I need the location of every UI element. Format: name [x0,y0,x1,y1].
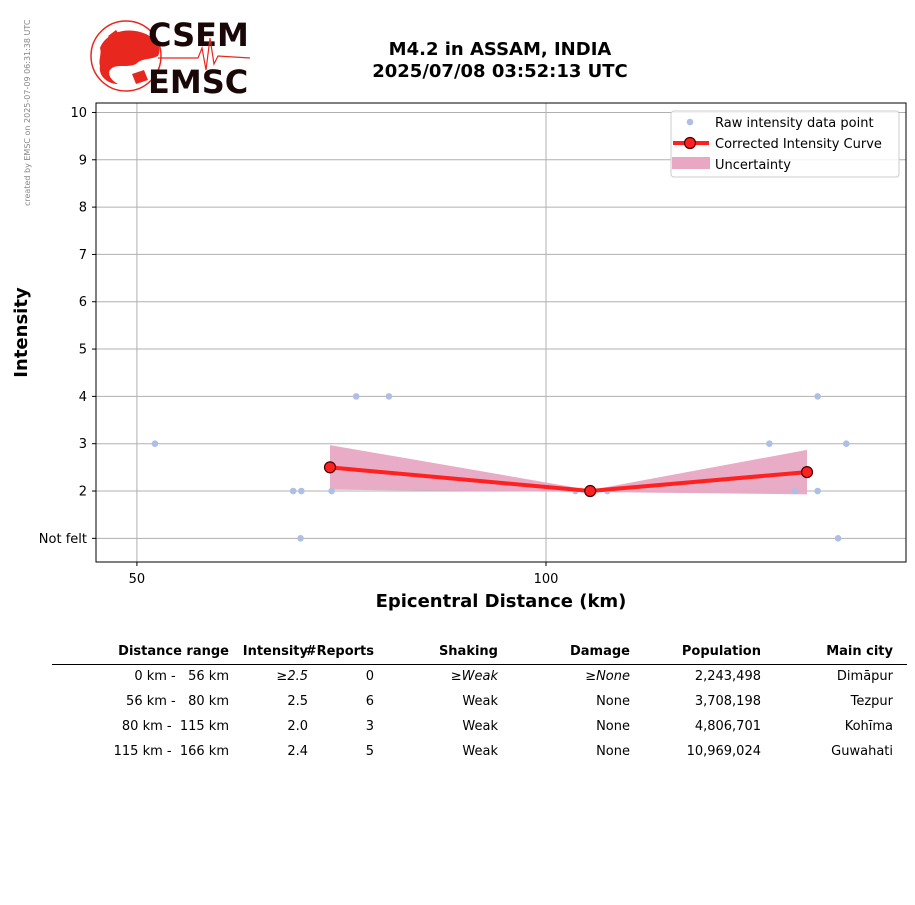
table-header-cell: #Reports [305,644,374,659]
raw-data-point [328,487,335,495]
table-row: 80 km - 115 km 2.0 3 Weak None 4,806,701 Kohīm… [52,715,907,740]
y-tick-label: 4 [79,390,87,405]
raw-data-point [289,487,297,495]
table-cell: 3 [365,719,374,734]
table-header: Distance range Intensity #Reports Shaking Da… [52,640,907,665]
table-cell: 6 [365,694,374,709]
raw-data-point [814,487,821,495]
raw-data-point [791,487,799,495]
legend-band-label: Uncertainty [715,158,791,173]
raw-data-point [151,440,159,448]
raw-data-point [297,535,304,542]
table-cell: None [596,694,630,709]
raw-data-point [298,487,305,495]
y-tick-label: Not felt [39,532,87,547]
table-cell: Weak [462,694,498,709]
title-line-2: 2025/07/08 03:52:13 UTC [372,61,628,82]
table-header-cell: Shaking [438,644,498,659]
table-cell: 5 [365,744,374,759]
y-tick-label: 9 [79,153,87,168]
y-axis-label: Intensity [11,287,32,378]
table-cell: None [596,744,630,759]
table-row: 56 km - 80 km 2.5 6 Weak None 3,708,198 Tezpur [52,690,907,715]
table-cell: 80 km - 115 km [121,719,229,734]
curve-marker [584,484,597,498]
logo-text-csem: CSEM [148,18,249,54]
table-cell: None [596,719,630,734]
raw-data-point [842,440,850,448]
table-cell: 2.0 [287,719,308,734]
x-tick-label: 50 [129,572,146,587]
table-header-cell: Intensity [242,644,308,659]
table-cell: Kohīma [844,719,893,734]
plot-frame [95,102,907,563]
y-tick-label: 3 [79,437,87,452]
table-cell: 3,708,198 [694,694,761,709]
legend-curve-label: Corrected Intensity Curve [715,137,882,152]
uncertainty-band [330,445,807,495]
table-cell: ≥Weak [450,669,498,684]
table-header-cell: Main city [826,644,893,659]
table-cell: Guwahati [831,744,893,759]
table-cell: 115 km - 166 km [113,744,229,759]
x-tick-label: 100 [534,572,559,587]
table-cell: 0 [365,669,374,684]
table-header-cell: Distance range [118,644,229,659]
legend-raw-marker [686,118,694,126]
x-axis-label: Epicentral Distance (km) [376,591,627,612]
legend-curve-marker [683,136,697,150]
intensity-chart: Not felt 2 3 4 5 6 7 8 9 10 50 100 Epicentral Distan… [11,102,907,612]
table-cell: Dimāpur [836,669,893,684]
raw-data-point [352,393,360,400]
table-row: 0 km - 56 km ≥2.5 0 ≥Weak ≥None 2,243,498 Dimā… [52,665,907,690]
legend-box [670,110,900,178]
legend-raw-label: Raw intensity data point [715,116,874,131]
y-tick-label: 5 [79,343,87,358]
table-row: 115 km - 166 km 2.4 5 Weak None 10,969,024 Guw… [52,740,907,765]
raw-data-point [385,393,393,400]
y-tick-label: 10 [70,106,87,121]
table-body: 0 km - 56 km ≥2.5 0 ≥Weak ≥None 2,243,498 Dimā… [52,665,907,765]
legend-band-swatch [672,157,710,169]
y-tick-label: 7 [79,248,87,263]
y-tick-label: 6 [79,295,87,310]
y-tick-label: 8 [79,201,87,216]
table-header-cell: Damage [569,644,630,659]
table-cell: 0 km - 56 km [134,669,229,684]
raw-data-point [766,440,773,448]
curve-marker [323,461,337,474]
chart-title: M4.2 in ASSAM, INDIA 2025/07/08 03:52:13… [300,39,700,83]
raw-data-point [834,535,842,542]
table-cell: 4,806,701 [694,719,761,734]
table-cell: 56 km - 80 km [126,694,229,709]
title-line-1: M4.2 in ASSAM, INDIA [388,39,612,60]
table-cell: 2.5 [287,694,308,709]
table-header-cell: Population [681,644,761,659]
raw-data-point [814,393,821,400]
table-cell: ≥2.5 [276,669,308,684]
logo-text-emsc: EMSC [148,63,248,98]
table-cell: Weak [462,744,498,759]
curve-marker [800,465,814,479]
table-cell: 2.4 [287,744,308,759]
csem-emsc-logo: CSEM EMSC [90,18,251,98]
table-cell: ≥None [585,669,630,684]
table-cell: 2,243,498 [694,669,761,684]
table-cell: 10,969,024 [686,744,761,759]
table-cell: Tezpur [850,694,893,709]
intensity-table: Distance range Intensity #Reports Shaking Da… [52,640,907,765]
y-tick-label: 2 [79,485,87,500]
table-cell: Weak [462,719,498,734]
